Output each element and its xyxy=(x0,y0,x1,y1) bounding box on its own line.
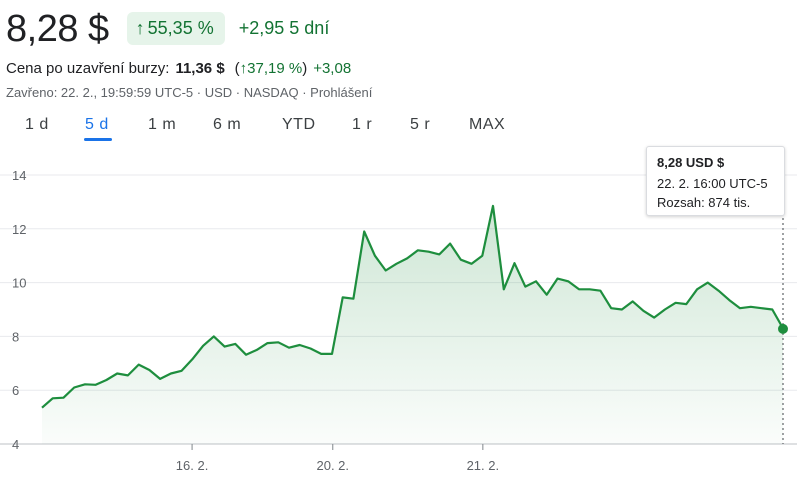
change-percent-badge: ↑ 55,35 % xyxy=(126,11,225,45)
last-price-dot xyxy=(778,323,788,334)
y-tick-label: 14 xyxy=(12,168,26,183)
tooltip-price: 8,28 USD $ xyxy=(657,155,725,170)
market-status-line: Zavřeno: 22. 2., 19:59:59 UTC-5 · USD · … xyxy=(6,85,373,100)
y-tick-label: 8 xyxy=(12,329,19,344)
after-hours-percent-group: (↑37,19 %) xyxy=(235,60,308,77)
after-hours-label: Cena po uzavření burzy: xyxy=(6,60,170,77)
tab-1d[interactable]: 1 d xyxy=(25,116,49,133)
y-tick-label: 4 xyxy=(12,437,19,452)
x-tick-label: 20. 2. xyxy=(317,458,350,473)
tab-max[interactable]: MAX xyxy=(469,116,506,133)
current-price: 8,28 $ xyxy=(6,8,109,50)
change-abs-group: +2,95 5 dní xyxy=(239,18,330,39)
tab-5d[interactable]: 5 d xyxy=(85,116,109,133)
active-tab-indicator xyxy=(84,138,112,141)
tooltip-time: 22. 2. 16:00 UTC-5 xyxy=(657,176,768,191)
y-tick-label: 12 xyxy=(12,222,26,237)
tab-5r[interactable]: 5 r xyxy=(410,116,431,133)
range-tabs: 1 d 5 d 1 m 6 m YTD 1 r 5 r MAX xyxy=(0,112,797,142)
arrow-up-icon: ↑ xyxy=(135,17,145,38)
y-tick-label: 6 xyxy=(12,383,19,398)
after-hours-line: Cena po uzavření burzy: 11,36 $ (↑37,19 … xyxy=(6,60,351,77)
tab-ytd[interactable]: YTD xyxy=(282,116,316,133)
change-abs: +2,95 xyxy=(238,17,285,38)
after-hours-percent: 37,19 % xyxy=(247,60,303,77)
quote-header: 8,28 $ ↑ 55,35 % +2,95 5 dní xyxy=(6,6,329,52)
after-hours-delta: +3,08 xyxy=(313,60,352,77)
change-period: 5 dní xyxy=(289,17,330,38)
tab-1m[interactable]: 1 m xyxy=(148,116,177,133)
price-line xyxy=(41,204,784,409)
tab-1r[interactable]: 1 r xyxy=(352,116,373,133)
price-tooltip: 8,28 USD $ 22. 2. 16:00 UTC-5 Rozsah: 87… xyxy=(646,146,785,216)
x-tick-label: 16. 2. xyxy=(176,458,209,473)
paren-open: ( xyxy=(234,60,240,77)
after-hours-price: 11,36 $ xyxy=(175,60,225,77)
price-area-fill xyxy=(42,205,783,444)
arrow-up-icon: ↑ xyxy=(239,60,248,77)
tab-6m[interactable]: 6 m xyxy=(213,116,242,133)
change-percent: 55,35 % xyxy=(147,17,214,38)
x-tick-label: 21. 2. xyxy=(467,458,500,473)
y-tick-label: 10 xyxy=(12,276,26,291)
tooltip-range: Rozsah: 874 tis. xyxy=(657,195,751,210)
price-chart[interactable]: 14 12 10 8 6 4 16. 2. 20. 2. 21. 2. xyxy=(0,140,797,477)
paren-close: ) xyxy=(302,60,308,77)
